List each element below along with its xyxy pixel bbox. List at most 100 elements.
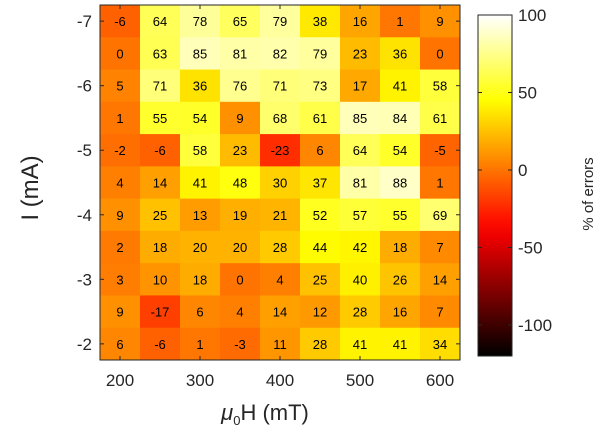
cell-value-label: 18 [393, 240, 407, 255]
heatmap-cell [180, 101, 221, 135]
heatmap-cell [100, 263, 141, 296]
cell-value-label: 65 [233, 14, 247, 29]
heatmap-cell [140, 166, 181, 200]
cell-value-label: 79 [273, 14, 287, 29]
y-tick-label: -2 [77, 335, 92, 354]
cell-value-label: 4 [236, 305, 243, 320]
x-axis-label-subscript: 0 [233, 413, 240, 428]
cell-value-label: 5 [116, 79, 123, 94]
heatmap-cell [300, 166, 341, 200]
x-tick-label: 200 [106, 371, 134, 390]
colorbar-tick-label: 100 [518, 6, 546, 25]
cell-value-label: 54 [393, 143, 407, 158]
cell-value-label: 79 [313, 46, 327, 61]
x-tick-label: 600 [426, 371, 454, 390]
cell-value-label: 11 [273, 337, 287, 352]
heatmap-cell [300, 263, 341, 296]
y-axis-label: I (mA) [17, 155, 44, 220]
cell-value-label: 18 [153, 240, 167, 255]
heatmap-cell [260, 101, 301, 135]
x-tick-label: 400 [266, 371, 294, 390]
cell-value-label: 69 [433, 208, 447, 223]
x-axis-label: μ0H (mT) [220, 400, 309, 428]
heatmap-cell [140, 295, 181, 329]
heatmap-cell [380, 69, 421, 103]
heatmap-cell [220, 166, 261, 200]
cell-value-label: 25 [153, 208, 167, 223]
heatmap-cell [340, 134, 381, 167]
cell-value-label: 18 [193, 272, 207, 287]
heatmap-cell [180, 69, 221, 103]
heatmap-cell [260, 134, 301, 167]
cell-value-label: 6 [316, 143, 323, 158]
cell-value-label: 81 [353, 176, 367, 191]
heatmap-cell [100, 198, 141, 232]
cell-value-label: 36 [193, 79, 207, 94]
heatmap-cell [140, 230, 181, 264]
heatmap-cell [100, 37, 141, 71]
cell-value-label: 76 [233, 79, 247, 94]
heatmap-cell [420, 327, 461, 361]
heatmap-cell [100, 327, 141, 361]
heatmap-cell [420, 263, 461, 296]
cell-value-label: 2 [116, 240, 123, 255]
heatmap-cell [260, 166, 301, 200]
cell-value-label: 1 [396, 14, 403, 29]
heatmap-cell [420, 166, 461, 200]
heatmap-cell [300, 37, 341, 71]
colorbar-tick-label: 0 [518, 161, 527, 180]
colorbar-tick-label: -50 [518, 239, 543, 258]
heatmap-cell [300, 230, 341, 264]
heatmap-cell [260, 263, 301, 296]
heatmap-cell [340, 166, 381, 200]
cell-value-label: 23 [353, 46, 367, 61]
heatmap-cell [220, 101, 261, 135]
cell-value-label: 52 [313, 208, 327, 223]
cell-value-label: 26 [393, 272, 407, 287]
cell-value-label: -17 [151, 305, 170, 320]
cell-value-label: 9 [116, 208, 123, 223]
heatmap-cell [100, 295, 141, 329]
heatmap-cell [340, 37, 381, 71]
heatmap-cell [220, 263, 261, 296]
heatmap-cell [420, 198, 461, 232]
x-axis-ticks: 200 300 400 500 600 [106, 5, 454, 390]
cell-value-label: 71 [153, 79, 167, 94]
cell-value-label: 17 [353, 79, 367, 94]
y-tick-label: -5 [77, 141, 92, 160]
heatmap-cell [220, 134, 261, 167]
heatmap-cell [180, 327, 221, 361]
heatmap-cell [340, 263, 381, 296]
cell-value-label: -3 [234, 337, 246, 352]
cell-value-label: 7 [436, 305, 443, 320]
heatmap-cell [420, 37, 461, 71]
heatmap-cell [260, 69, 301, 103]
colorbar-tick-label: 50 [518, 84, 537, 103]
cell-value-label: 14 [273, 305, 287, 320]
heatmap-cell [380, 198, 421, 232]
cell-value-label: 0 [236, 272, 243, 287]
cell-value-label: 54 [193, 111, 207, 126]
heatmap-cell [380, 166, 421, 200]
cell-value-label: 57 [353, 208, 367, 223]
heatmap-cell [300, 134, 341, 167]
cell-value-label: 58 [433, 79, 447, 94]
heatmap-cell [380, 134, 421, 167]
heatmap-cell [420, 5, 461, 38]
heatmap-cell [140, 263, 181, 296]
heatmap-cell [420, 69, 461, 103]
cell-value-label: 38 [313, 14, 327, 29]
heatmap-cell [420, 230, 461, 264]
heatmap-cell [180, 263, 221, 296]
colorbar-label: % of errors [580, 157, 596, 230]
heatmap-cell [380, 5, 421, 38]
heatmap-cell [220, 69, 261, 103]
cell-value-label: 21 [273, 208, 287, 223]
cell-value-label: 41 [193, 176, 207, 191]
heatmap-cell [340, 295, 381, 329]
cell-value-label: 36 [393, 46, 407, 61]
heatmap-cell [140, 327, 181, 361]
heatmap-cell [380, 101, 421, 135]
cell-value-label: 7 [436, 240, 443, 255]
